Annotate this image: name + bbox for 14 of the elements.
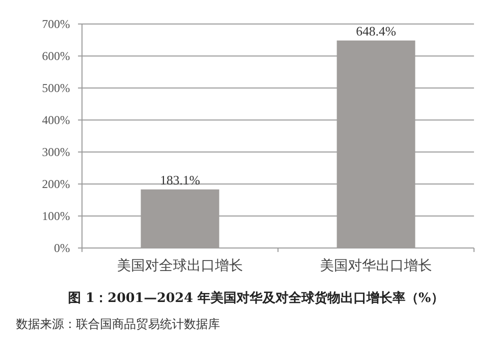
source-note: 数据来源：联合国商品贸易统计数据库	[16, 317, 220, 331]
y-tick-label: 0%	[54, 241, 70, 255]
y-tick-label: 400%	[42, 113, 70, 127]
y-tick-label: 700%	[42, 17, 70, 31]
x-tick-label: 美国对全球出口增长	[117, 258, 243, 274]
y-tick-label: 600%	[42, 49, 70, 63]
text: 图 1：2001—2024 年美国对华及对全球货物出口增长率（%）	[68, 290, 444, 306]
x-tick-label: 美国对华出口增长	[320, 258, 432, 274]
data-label: 183.1%	[160, 172, 200, 188]
data-label: 648.4%	[356, 24, 396, 39]
y-tick-label: 500%	[42, 81, 70, 95]
y-tick-label: 100%	[42, 209, 70, 223]
y-tick-label: 300%	[42, 145, 70, 159]
y-tick-label: 200%	[42, 177, 70, 191]
